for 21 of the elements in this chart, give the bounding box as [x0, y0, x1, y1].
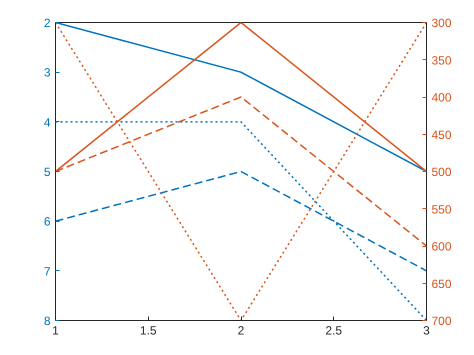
- y2-tick-label: 400: [432, 90, 452, 104]
- y2-tick-label: 600: [432, 240, 452, 254]
- y-tick-label: 6: [44, 214, 51, 229]
- y2-tick-label: 350: [432, 53, 452, 68]
- y-tick-label: 8: [44, 314, 51, 328]
- y-tick-label: 5: [44, 165, 51, 179]
- y2-tick-label: 700: [432, 314, 452, 328]
- y-tick-label: 2: [44, 16, 51, 30]
- y-tick-label: 3: [44, 66, 51, 80]
- y-tick-label: 7: [44, 264, 51, 278]
- x-tick-label: 1.5: [140, 324, 157, 338]
- y2-tick-label: 650: [432, 276, 452, 291]
- y2-tick-label: 550: [432, 202, 452, 216]
- x-tick-label: 1: [52, 324, 60, 338]
- y-tick-label: 4: [44, 115, 51, 130]
- x-tick-label: 3: [423, 324, 430, 338]
- y2-tick-label: 500: [432, 165, 452, 179]
- x-tick-label: 2: [238, 324, 245, 338]
- y2-tick-label: 300: [432, 16, 452, 30]
- x-tick-label: 2.5: [325, 324, 342, 338]
- y2-tick-label: 450: [432, 128, 452, 142]
